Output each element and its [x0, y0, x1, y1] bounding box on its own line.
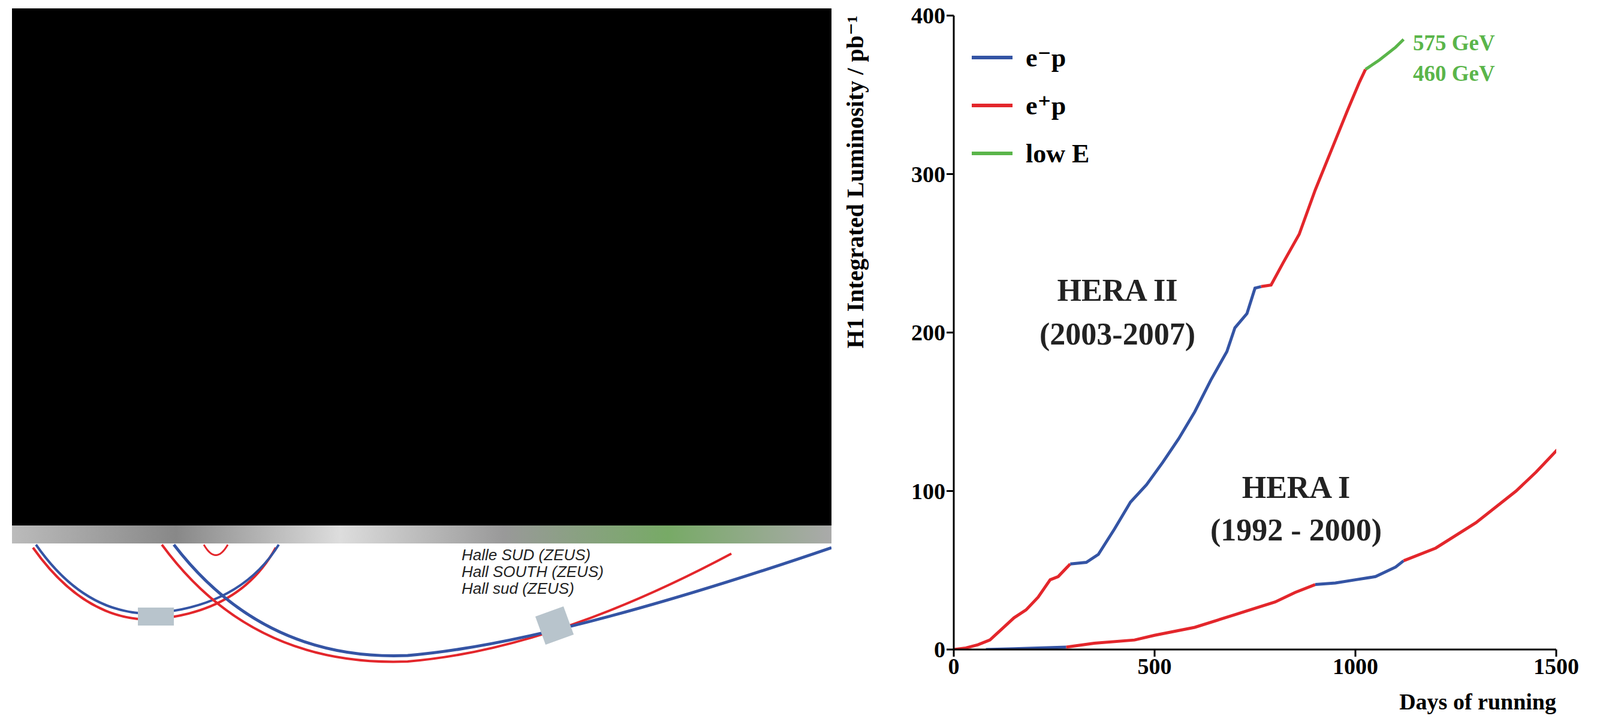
svg-text:1000: 1000 [1332, 654, 1379, 680]
svg-text:400: 400 [911, 2, 946, 29]
html-text:460 GeV: 460 GeV [1412, 61, 1495, 86]
svg-text:300: 300 [911, 161, 946, 188]
svg-text:0: 0 [948, 654, 960, 680]
html-text:low E: low E [1025, 138, 1090, 169]
svg-text:0: 0 [933, 637, 946, 663]
svg-text:Days of running: Days of running [1399, 689, 1557, 715]
html-text:e⁻p: e⁻p [1025, 43, 1066, 73]
html-text:(2003-2007): (2003-2007) [1039, 317, 1196, 352]
html-text:Halle SUD (ZEUS): Halle SUD (ZEUS) [461, 546, 591, 565]
html-text:HERA II: HERA II [1057, 273, 1178, 308]
html-text:575 GeV: 575 GeV [1412, 30, 1495, 56]
html-text:HERA I: HERA I [1241, 470, 1351, 505]
svg-text:500: 500 [1137, 654, 1172, 680]
svg-text:200: 200 [911, 320, 946, 346]
svg-text:H1 Integrated Luminosity / pb⁻: H1 Integrated Luminosity / pb⁻¹ [841, 15, 869, 349]
html-text:(1992 - 2000): (1992 - 2000) [1210, 513, 1382, 548]
html-text:Hall sud (ZEUS): Hall sud (ZEUS) [461, 579, 575, 598]
html-text:e⁺p: e⁺p [1025, 91, 1066, 121]
svg-text:1500: 1500 [1533, 654, 1580, 680]
html-text:Hall SOUTH (ZEUS): Hall SOUTH (ZEUS) [461, 562, 604, 581]
svg-text:100: 100 [911, 478, 946, 505]
